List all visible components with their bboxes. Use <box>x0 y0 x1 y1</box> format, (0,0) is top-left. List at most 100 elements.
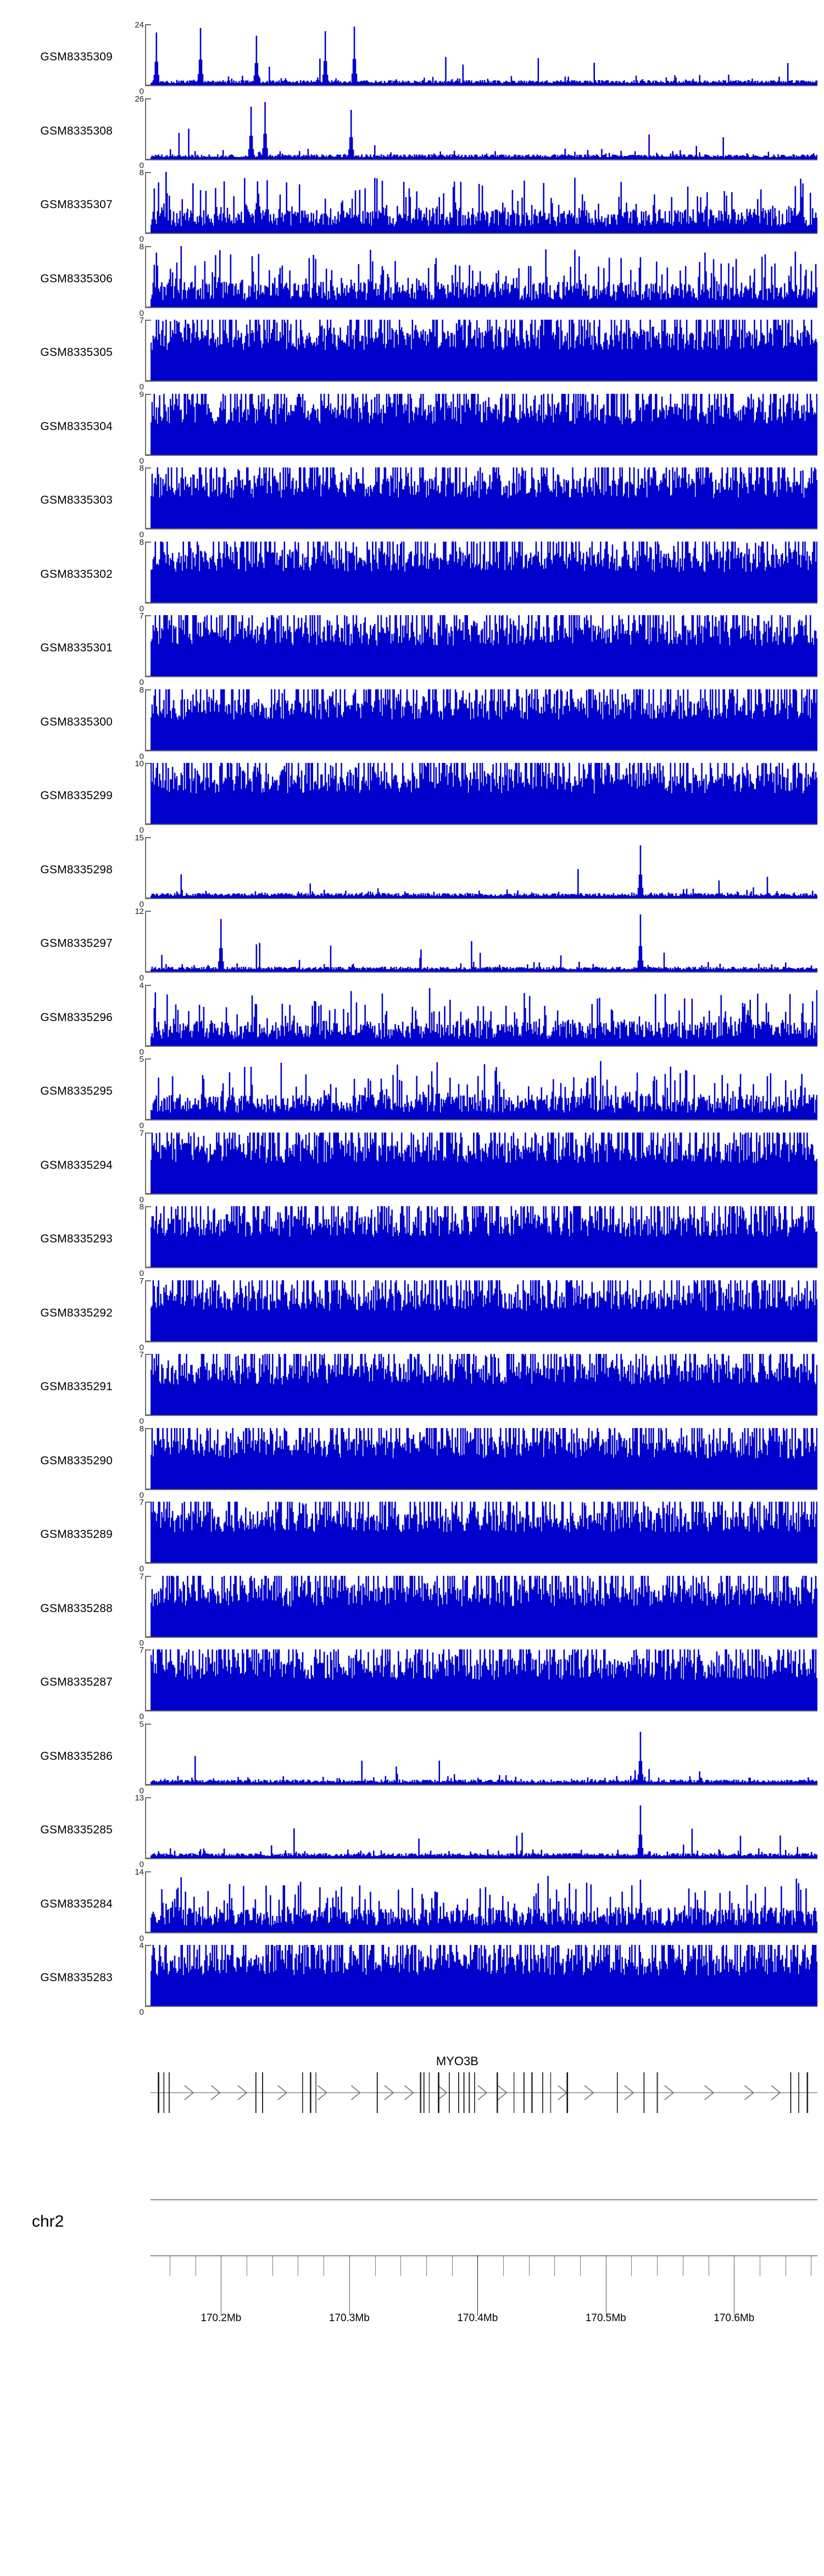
track-baseline <box>145 159 817 160</box>
track-baseline <box>145 750 817 751</box>
track-sample-label: GSM8335298 <box>40 863 113 876</box>
track-baseline <box>145 1415 817 1416</box>
track-y-max: 5 <box>139 1055 144 1064</box>
track-baseline <box>145 602 817 604</box>
track-signal-plot[interactable] <box>151 1428 817 1490</box>
axis-tick-label: 170.2Mb <box>201 2312 242 2324</box>
coverage-track[interactable]: GSM8335300 8 0 <box>0 685 824 761</box>
coverage-track[interactable]: GSM8335296 4 0 <box>0 982 824 1056</box>
track-y-max: 7 <box>139 1276 144 1286</box>
coverage-track[interactable]: GSM8335284 14 0 <box>0 1868 824 1943</box>
coverage-track[interactable]: GSM8335297 12 0 <box>0 907 824 982</box>
track-signal-plot[interactable] <box>151 246 817 308</box>
coverage-track[interactable]: GSM8335309 24 0 <box>0 21 824 96</box>
track-baseline <box>145 2006 817 2007</box>
track-signal-plot[interactable] <box>151 1871 817 1933</box>
axis-minor-tick <box>452 2255 453 2276</box>
coverage-track[interactable]: GSM8335306 8 0 <box>0 243 824 318</box>
coverage-track[interactable]: GSM8335295 5 0 <box>0 1055 824 1130</box>
track-sample-label: GSM8335297 <box>40 937 113 950</box>
axis-major-tick <box>349 2255 350 2316</box>
track-signal-plot[interactable] <box>151 911 817 972</box>
coverage-track[interactable]: GSM8335302 8 0 <box>0 537 824 614</box>
gene-annotation-track[interactable]: MYO3B <box>0 2050 824 2132</box>
track-signal-plot[interactable] <box>151 467 817 529</box>
coverage-track[interactable]: GSM8335298 15 0 <box>0 834 824 908</box>
track-signal-plot[interactable] <box>151 1649 817 1711</box>
track-sample-label: GSM8335294 <box>40 1158 113 1172</box>
track-signal-plot[interactable] <box>151 541 817 603</box>
axis-minor-tick <box>528 2255 530 2276</box>
track-y-min: 0 <box>139 308 144 318</box>
track-y-min: 0 <box>139 1786 144 1796</box>
track-baseline <box>145 1119 817 1120</box>
coverage-track[interactable]: GSM8335307 8 0 <box>0 169 824 244</box>
track-signal-plot[interactable] <box>151 1354 817 1415</box>
coverage-track[interactable]: GSM8335283 4 0 <box>0 1942 824 2017</box>
coverage-track[interactable]: GSM8335305 7 0 <box>0 316 824 391</box>
coverage-track[interactable]: GSM8335293 8 0 <box>0 1203 824 1278</box>
coverage-track[interactable]: GSM8335301 7 0 <box>0 611 824 687</box>
coverage-track[interactable]: GSM8335291 7 0 <box>0 1351 824 1425</box>
coverage-track[interactable]: GSM8335289 7 0 <box>0 1498 824 1573</box>
coverage-track[interactable]: GSM8335287 7 0 <box>0 1646 824 1721</box>
track-sample-label: GSM8335284 <box>40 1897 113 1910</box>
track-signal-plot[interactable] <box>151 1945 817 2006</box>
track-baseline <box>145 1932 817 1933</box>
track-signal-plot[interactable] <box>151 320 817 381</box>
track-y-min: 0 <box>139 87 144 96</box>
track-y-max: 8 <box>139 537 144 547</box>
track-y-max: 7 <box>139 611 144 621</box>
coverage-track[interactable]: GSM8335303 8 0 <box>0 464 824 539</box>
axis-minor-tick <box>400 2255 402 2276</box>
track-signal-plot[interactable] <box>151 615 817 677</box>
track-signal-plot[interactable] <box>151 393 817 455</box>
coverage-track[interactable]: GSM8335290 8 0 <box>0 1425 824 1500</box>
coverage-track[interactable]: GSM8335288 7 0 <box>0 1573 824 1647</box>
track-signal-plot[interactable] <box>151 1502 817 1563</box>
track-y-max: 7 <box>139 316 144 325</box>
track-y-min: 0 <box>139 2008 144 2017</box>
track-signal-plot[interactable] <box>151 689 817 751</box>
track-sample-label: GSM8335299 <box>40 789 113 802</box>
track-signal-plot[interactable] <box>151 1058 817 1120</box>
track-signal-plot[interactable] <box>151 985 817 1046</box>
axis-major-tick <box>477 2255 478 2316</box>
track-signal-plot[interactable] <box>151 1206 817 1268</box>
track-signal-plot[interactable] <box>151 1280 817 1342</box>
track-signal-plot[interactable] <box>151 24 817 86</box>
track-sample-label: GSM8335288 <box>40 1602 113 1615</box>
coverage-track[interactable]: GSM8335308 26 0 <box>0 95 824 170</box>
track-signal-plot[interactable] <box>151 172 817 233</box>
track-signal-plot[interactable] <box>151 1797 817 1859</box>
track-signal-plot[interactable] <box>151 763 817 824</box>
coverage-track[interactable]: GSM8335292 7 0 <box>0 1276 824 1352</box>
track-sample-label: GSM8335291 <box>40 1380 113 1393</box>
track-signal-plot[interactable] <box>151 837 817 899</box>
track-y-min: 0 <box>139 604 144 614</box>
coverage-track[interactable]: GSM8335294 7 0 <box>0 1129 824 1204</box>
track-y-max: 8 <box>139 685 144 695</box>
coverage-track[interactable]: GSM8335286 5 0 <box>0 1720 824 1796</box>
track-baseline <box>145 676 817 677</box>
gene-name-label: MYO3B <box>436 2054 478 2068</box>
coverage-track[interactable]: GSM8335304 9 0 <box>0 391 824 465</box>
coverage-track[interactable]: GSM8335285 13 0 <box>0 1794 824 1869</box>
chromosome-label: chr2 <box>32 2212 64 2231</box>
track-signal-plot[interactable] <box>151 1575 817 1637</box>
coverage-track[interactable]: GSM8335299 10 0 <box>0 760 824 834</box>
track-baseline <box>145 1193 817 1195</box>
track-y-min: 0 <box>139 1490 144 1500</box>
track-y-min: 0 <box>139 235 144 244</box>
track-signal-plot[interactable] <box>151 1724 817 1785</box>
track-signal-plot[interactable] <box>151 1132 817 1194</box>
track-signal-plot[interactable] <box>151 98 817 160</box>
track-sample-label: GSM8335289 <box>40 1528 113 1541</box>
